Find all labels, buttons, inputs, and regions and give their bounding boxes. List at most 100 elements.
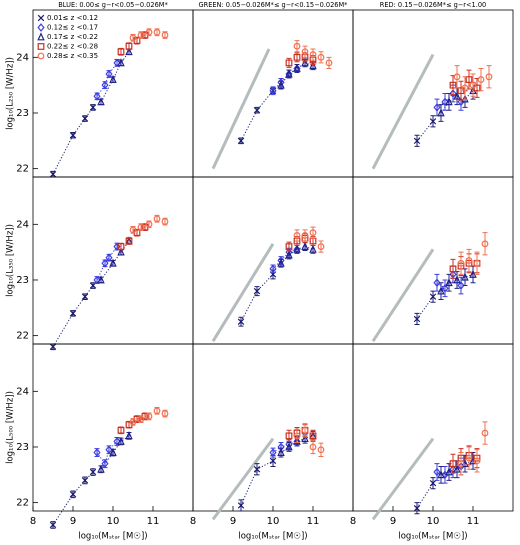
marker [117,48,125,56]
error-bar [434,463,440,481]
marker [429,479,437,487]
marker [101,459,109,469]
marker [117,58,125,67]
error-bar [474,251,480,275]
error-bar [286,429,292,442]
error-bar [446,93,452,111]
marker [437,286,445,295]
marker [101,80,109,90]
marker [161,410,169,417]
y-tick-label: 22 [16,164,29,175]
error-bar [462,76,468,100]
y-tick-label: 23 [16,275,29,286]
marker [465,454,473,462]
panel-frame [192,343,354,512]
error-bar [294,428,300,444]
marker [49,521,57,529]
legend-label: 0.28≤ z <0.35 [47,52,98,60]
marker [81,477,89,484]
marker [253,106,261,114]
marker [309,443,317,451]
marker [309,229,317,237]
marker [449,89,457,98]
marker [93,91,101,101]
legend-label: 0.12≤ z <0.17 [47,24,98,32]
trend-line [96,62,118,97]
marker [129,226,137,234]
error-bar [470,73,476,97]
y-tick-label: 23 [16,442,29,453]
marker [453,73,461,81]
marker [253,287,261,295]
trend-line [416,296,434,320]
marker [145,412,153,420]
reference-line [211,437,275,521]
marker [81,293,89,300]
marker [473,259,481,267]
marker [285,442,293,451]
marker [137,223,145,231]
y-tick-label: 24 [16,386,29,397]
marker [317,243,325,250]
marker [301,232,309,239]
marker [253,466,261,473]
x-tick-label: 8 [190,516,196,527]
x-axis-label: log₁₀(Mₛₜₐᵣ [M☉]) [398,532,467,542]
y-tick-label: 24 [16,219,29,230]
legend-marker [37,43,45,50]
marker [301,58,309,67]
marker [433,103,441,112]
marker [293,436,301,445]
reference-line [371,53,435,170]
marker [481,240,489,248]
marker [69,132,77,139]
marker [117,436,125,445]
marker [117,243,125,250]
error-bar [474,449,480,473]
y-tick-label: 23 [16,108,29,119]
marker [93,448,101,457]
marker [301,48,309,56]
marker [473,457,481,465]
marker [429,118,437,125]
legend-label: 0.22≤ z <0.28 [47,43,98,51]
trend-line [96,441,118,465]
marker [485,73,493,81]
marker [449,81,457,89]
marker [49,343,57,351]
marker [433,278,441,288]
panel-frame [192,176,354,345]
y-axis-label: log₁₀(L₅₀₀ [W/Hz]) [6,391,16,464]
marker [449,460,457,468]
trend-line [416,482,434,509]
marker [309,51,317,58]
marker [125,42,133,50]
error-bar [442,93,448,111]
marker [445,278,453,287]
trend-line [96,246,118,281]
marker [285,69,293,78]
marker [125,237,133,245]
trend-line [52,107,94,175]
error-bar [454,65,460,89]
trend-line [100,435,130,470]
error-bar [318,51,324,64]
error-bar [310,48,316,61]
error-bar [438,465,444,484]
marker [97,275,105,284]
marker [465,257,473,264]
marker [269,264,277,274]
marker [293,232,301,239]
legend-marker [37,32,45,41]
error-bar [438,104,444,122]
reference-line [211,243,275,343]
reference-line [371,248,435,343]
marker [477,76,485,83]
error-bar [318,240,324,253]
legend-marker [37,14,45,22]
error-bar [310,226,316,239]
marker [277,447,285,456]
error-bar [458,452,464,476]
trend-line [52,285,94,348]
